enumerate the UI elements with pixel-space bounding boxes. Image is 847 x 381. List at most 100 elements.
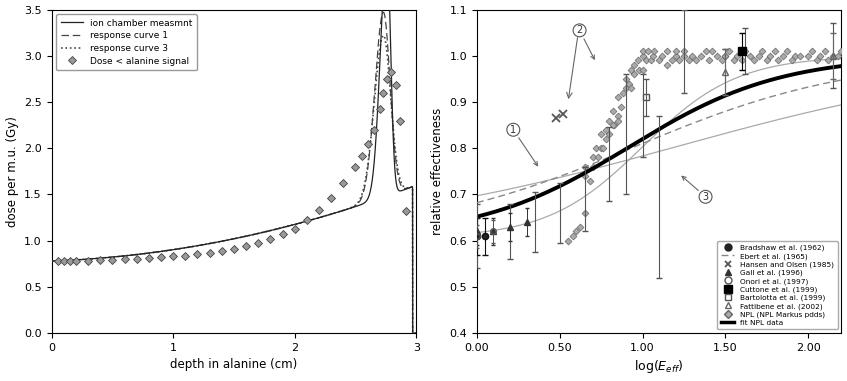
Dose < alanine signal: [379, 90, 389, 95]
Text: 2: 2: [577, 26, 595, 59]
Dose < alanine signal: [265, 237, 275, 241]
response curve 3: [411, 331, 421, 335]
Line: Ebert et al. (1965): Ebert et al. (1965): [477, 80, 841, 203]
Dose < alanine signal: [385, 70, 396, 75]
Line: response curve 3: response curve 3: [52, 35, 416, 333]
Dose < alanine signal: [156, 255, 166, 259]
Dose < alanine signal: [180, 253, 191, 258]
X-axis label: log($E_{eff}$): log($E_{eff}$): [634, 359, 684, 375]
Dose < alanine signal: [241, 244, 251, 248]
Line: Dose < alanine signal: Dose < alanine signal: [54, 69, 410, 264]
Text: 1: 1: [510, 125, 538, 166]
ion chamber measmnt: [113, 254, 123, 259]
Dose < alanine signal: [390, 83, 401, 88]
fit NPL data: [472, 215, 482, 219]
response curve 3: [47, 259, 57, 263]
fit NPL data: [684, 110, 694, 115]
Dose < alanine signal: [64, 259, 75, 263]
Dose < alanine signal: [396, 118, 406, 123]
Dose < alanine signal: [278, 232, 288, 237]
Dose < alanine signal: [204, 250, 214, 255]
Dose < alanine signal: [326, 196, 336, 200]
NPL (NPL Markus pdds): [745, 53, 756, 58]
response curve 1: [113, 254, 123, 259]
Dose < alanine signal: [314, 208, 324, 213]
Legend: ion chamber measmnt, response curve 1, response curve 3, Dose < alanine signal: ion chamber measmnt, response curve 1, r…: [56, 14, 197, 70]
Dose < alanine signal: [302, 218, 312, 223]
Y-axis label: relative effectiveness: relative effectiveness: [431, 108, 444, 235]
ion chamber measmnt: [411, 331, 421, 335]
NPL (NPL Markus pdds): [601, 128, 612, 132]
Dose < alanine signal: [168, 254, 178, 259]
Ebert et al. (1965): [836, 78, 846, 82]
response curve 3: [284, 224, 294, 228]
NPL (NPL Markus pdds): [643, 49, 653, 53]
response curve 3: [318, 214, 329, 219]
response curve 1: [185, 245, 196, 249]
fit NPL data: [786, 73, 796, 77]
Dose < alanine signal: [401, 209, 412, 213]
Dose < alanine signal: [374, 107, 385, 112]
Ebert et al. (1965): [748, 100, 758, 104]
Dose < alanine signal: [229, 247, 239, 251]
X-axis label: depth in alanine (cm): depth in alanine (cm): [170, 359, 297, 371]
response curve 3: [185, 245, 196, 249]
Text: 3: 3: [682, 176, 709, 202]
Dose < alanine signal: [83, 259, 93, 263]
Ebert et al. (1965): [693, 119, 703, 123]
NPL (NPL Markus pdds): [579, 165, 590, 169]
Dose < alanine signal: [253, 241, 263, 245]
Dose < alanine signal: [368, 128, 379, 132]
Ebert et al. (1965): [786, 89, 796, 94]
Y-axis label: dose per m.u. (Gy): dose per m.u. (Gy): [6, 116, 19, 227]
response curve 3: [379, 33, 389, 38]
NPL (NPL Markus pdds): [667, 58, 678, 63]
Dose < alanine signal: [108, 258, 118, 263]
Dose < alanine signal: [119, 257, 130, 261]
NPL (NPL Markus pdds): [638, 49, 648, 53]
Dose < alanine signal: [58, 259, 69, 263]
Dose < alanine signal: [290, 226, 300, 231]
ion chamber measmnt: [318, 214, 329, 219]
Dose < alanine signal: [95, 258, 105, 263]
NPL (NPL Markus pdds): [684, 58, 694, 63]
ion chamber measmnt: [346, 206, 357, 210]
Dose < alanine signal: [144, 256, 154, 261]
Dose < alanine signal: [53, 259, 63, 263]
Ebert et al. (1965): [472, 200, 482, 205]
Dose < alanine signal: [192, 252, 202, 256]
NPL (NPL Markus pdds): [836, 49, 846, 53]
Line: fit NPL data: fit NPL data: [477, 66, 841, 217]
response curve 3: [407, 331, 418, 335]
Dose < alanine signal: [217, 249, 227, 254]
response curve 1: [265, 228, 275, 233]
response curve 3: [113, 254, 123, 259]
ion chamber measmnt: [185, 245, 196, 249]
response curve 1: [379, 10, 389, 14]
Line: Hansen and Olsen (1985): Hansen and Olsen (1985): [552, 110, 567, 122]
response curve 3: [265, 228, 275, 233]
ion chamber measmnt: [407, 331, 418, 335]
Dose < alanine signal: [351, 165, 361, 169]
fit NPL data: [748, 83, 758, 88]
response curve 1: [346, 205, 357, 210]
response curve 1: [284, 224, 294, 228]
Line: ion chamber measmnt: ion chamber measmnt: [52, 0, 416, 333]
fit NPL data: [836, 64, 846, 68]
Dose < alanine signal: [131, 257, 141, 261]
response curve 1: [318, 214, 329, 219]
Dose < alanine signal: [357, 154, 367, 158]
ion chamber measmnt: [265, 228, 275, 233]
Ebert et al. (1965): [494, 194, 504, 199]
response curve 1: [47, 259, 57, 263]
Hansen and Olsen (1985): [551, 116, 562, 120]
fit NPL data: [494, 208, 504, 213]
response curve 1: [407, 331, 418, 335]
Line: NPL (NPL Markus pdds): NPL (NPL Markus pdds): [582, 49, 844, 169]
ion chamber measmnt: [284, 224, 294, 228]
Dose < alanine signal: [363, 141, 373, 146]
Dose < alanine signal: [338, 181, 348, 186]
Ebert et al. (1965): [704, 115, 714, 119]
NPL (NPL Markus pdds): [621, 86, 631, 90]
Legend: Bradshaw et al. (1962), Ebert et al. (1965), Hansen and Olsen (1985), Gall et al: Bradshaw et al. (1962), Ebert et al. (19…: [717, 241, 838, 330]
